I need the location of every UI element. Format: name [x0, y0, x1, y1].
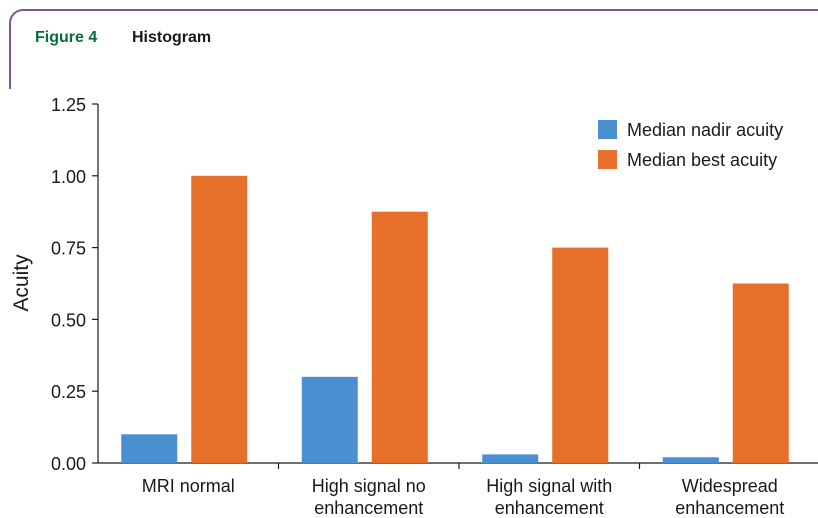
figure-frame [9, 9, 818, 89]
bar-nadir [121, 434, 178, 463]
bar-best [732, 283, 789, 463]
x-tick-label: High signal with enhancement [486, 476, 612, 518]
x-tick-label: High signal no enhancement [312, 476, 426, 518]
bar-best [371, 211, 428, 463]
bar-nadir [301, 376, 358, 463]
legend-swatch [598, 120, 617, 139]
legend-label: Median nadir acuity [627, 120, 783, 140]
bars [121, 175, 789, 464]
bar-nadir [662, 457, 719, 463]
y-tick-label: 0.50 [51, 310, 86, 330]
figure-label: Figure 4 [35, 29, 98, 46]
legend-label: Median best acuity [627, 150, 777, 170]
y-tick-label: 1.25 [51, 95, 86, 115]
bar-best [191, 175, 248, 464]
y-axis-label: Acuity [10, 254, 33, 312]
bar-best [552, 247, 609, 463]
bar-nadir [482, 454, 539, 463]
y-tick-label: 1.00 [51, 167, 86, 187]
x-axis: MRI normal High signal no enhancement High … [98, 462, 818, 518]
legend-swatch [598, 150, 617, 169]
figure-title: Histogram [132, 29, 212, 46]
x-tick-label: Widespread enhancement [675, 476, 784, 518]
y-axis: 0.00 0.25 0.50 0.75 1.00 1.25 [51, 95, 99, 474]
y-tick-label: 0.00 [51, 454, 86, 474]
y-tick-label: 0.25 [51, 382, 86, 402]
x-tick-label: MRI normal [142, 476, 235, 496]
legend: Median nadir acuity Median best acuity [598, 120, 783, 170]
y-tick-label: 0.75 [51, 239, 86, 259]
